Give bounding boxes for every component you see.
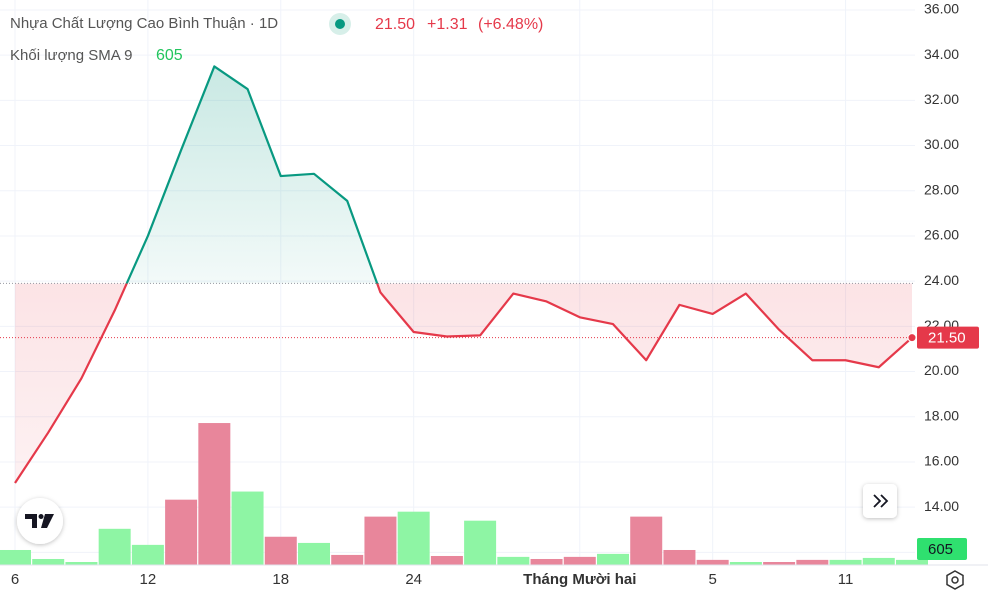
settings-icon[interactable]	[946, 570, 964, 590]
volume-bar	[630, 516, 663, 565]
y-tick-label: 14.00	[924, 498, 959, 514]
y-tick-label: 18.00	[924, 407, 959, 423]
volume-bar	[364, 516, 397, 565]
y-tick-label: 36.00	[924, 1, 959, 17]
status-dot	[335, 19, 345, 29]
volume-bar	[862, 557, 895, 565]
baseline-area	[15, 66, 912, 483]
volume-bar	[763, 561, 796, 565]
x-tick-label: 6	[11, 571, 19, 588]
volume-bar	[98, 528, 131, 565]
y-tick-label: 34.00	[924, 46, 959, 62]
x-tick-label: Tháng Mười hai	[523, 571, 636, 588]
volume-bar	[563, 556, 596, 565]
y-tick-label: 16.00	[924, 453, 959, 469]
volume-bar	[231, 491, 264, 565]
y-tick-label: 20.00	[924, 362, 959, 378]
volume-badge-label: 605	[928, 541, 953, 558]
x-tick-label: 11	[838, 571, 854, 588]
indicator-value: 605	[156, 47, 183, 64]
y-tick-label: 26.00	[924, 227, 959, 243]
price-layer	[0, 65, 917, 484]
volume-bar	[597, 553, 629, 565]
volume-bar	[896, 559, 928, 565]
volume-bar	[464, 520, 497, 565]
last-point	[907, 333, 917, 343]
volume-bar	[0, 549, 31, 565]
volume-bar	[530, 558, 563, 565]
y-tick-label: 28.00	[924, 181, 959, 197]
volume-bar	[663, 549, 696, 565]
volume-bar	[264, 536, 297, 565]
x-tick-label: 18	[272, 571, 289, 588]
y-tick-label: 24.00	[924, 272, 959, 288]
logo-circle[interactable]	[17, 498, 63, 544]
volume-bar	[65, 561, 98, 565]
last-price: 21.50	[375, 16, 415, 33]
volume-bar	[198, 423, 231, 565]
volume-badge	[917, 538, 967, 560]
volume-bar	[165, 499, 198, 565]
volume-bar	[430, 555, 463, 565]
button-icon[interactable]	[873, 494, 889, 508]
logo-mark[interactable]	[25, 514, 54, 528]
x-tick-label: 5	[708, 571, 716, 588]
x-tick-label: 24	[405, 571, 422, 588]
volume-bar	[829, 559, 862, 565]
volume-layer	[0, 423, 928, 565]
scroll-button[interactable]	[863, 484, 897, 518]
indicator-name: Khối lượng SMA 9	[10, 47, 132, 64]
price-badge	[917, 326, 979, 349]
y-tick-label: 30.00	[924, 136, 959, 152]
volume-bar	[32, 558, 65, 565]
volume-bar	[796, 559, 829, 565]
tv-logo[interactable]	[17, 498, 63, 544]
volume-bar	[331, 554, 364, 565]
volume-bar	[729, 561, 762, 565]
price-line	[14, 65, 913, 484]
volume-bar	[696, 559, 729, 565]
settings-button[interactable]	[946, 570, 964, 590]
y-tick-label: 32.00	[924, 91, 959, 107]
settings-icon-center[interactable]	[951, 576, 959, 584]
price-change-pct: (+6.48%)	[478, 16, 543, 33]
x-tick-label: 12	[140, 571, 157, 588]
price-badge-label: 21.50	[928, 330, 966, 347]
volume-bar	[397, 511, 430, 565]
volume-bar	[131, 544, 164, 565]
chart-title: Nhựa Chất Lượng Cao Bình Thuận · 1D	[10, 15, 278, 32]
volume-bar	[497, 556, 530, 565]
price-change: +1.31	[427, 16, 468, 33]
volume-bar	[298, 542, 330, 565]
